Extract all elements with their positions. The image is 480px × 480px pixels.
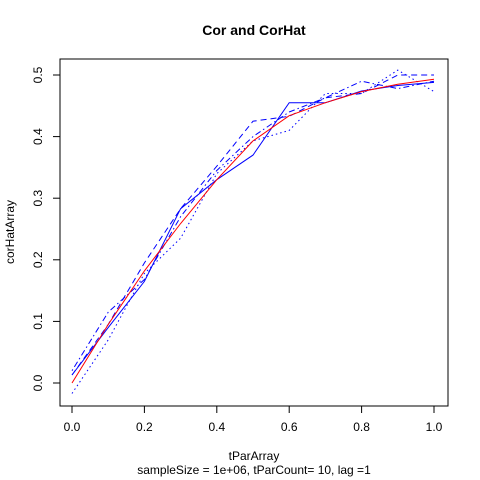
y-axis: 0.0 0.1 0.2 0.3 0.4 0.5 xyxy=(31,66,61,391)
x-axis-label: tParArray xyxy=(229,449,280,463)
x-axis: 0.0 0.2 0.4 0.6 0.8 1.0 xyxy=(64,405,443,434)
chart-title: Cor and CorHat xyxy=(202,22,306,38)
chart-subtitle: sampleSize = 1e+06, tParCount= 10, lag =… xyxy=(137,463,371,477)
y-axis-label: corHatArray xyxy=(3,200,17,264)
series-line-2 xyxy=(71,81,435,376)
plot-frame xyxy=(59,58,449,407)
x-tick-label: 0.2 xyxy=(136,420,153,434)
y-tick-label: 0.4 xyxy=(31,128,45,145)
y-tick-label: 0.1 xyxy=(31,313,45,330)
x-tick-label: 0.4 xyxy=(208,420,225,434)
series-line-1 xyxy=(71,78,435,384)
series-line-3 xyxy=(71,74,434,376)
x-tick-label: 1.0 xyxy=(426,420,443,434)
series-line-4 xyxy=(71,69,435,394)
y-tick-label: 0.5 xyxy=(31,66,45,83)
x-tick-label: 0.6 xyxy=(281,420,298,434)
series-group xyxy=(71,69,435,394)
y-tick-label: 0.0 xyxy=(31,374,45,391)
y-tick-label: 0.2 xyxy=(31,251,45,268)
y-tick-label: 0.3 xyxy=(31,190,45,207)
x-tick-label: 0.8 xyxy=(353,420,370,434)
x-tick-label: 0.0 xyxy=(64,420,81,434)
series-line-5 xyxy=(71,80,435,371)
